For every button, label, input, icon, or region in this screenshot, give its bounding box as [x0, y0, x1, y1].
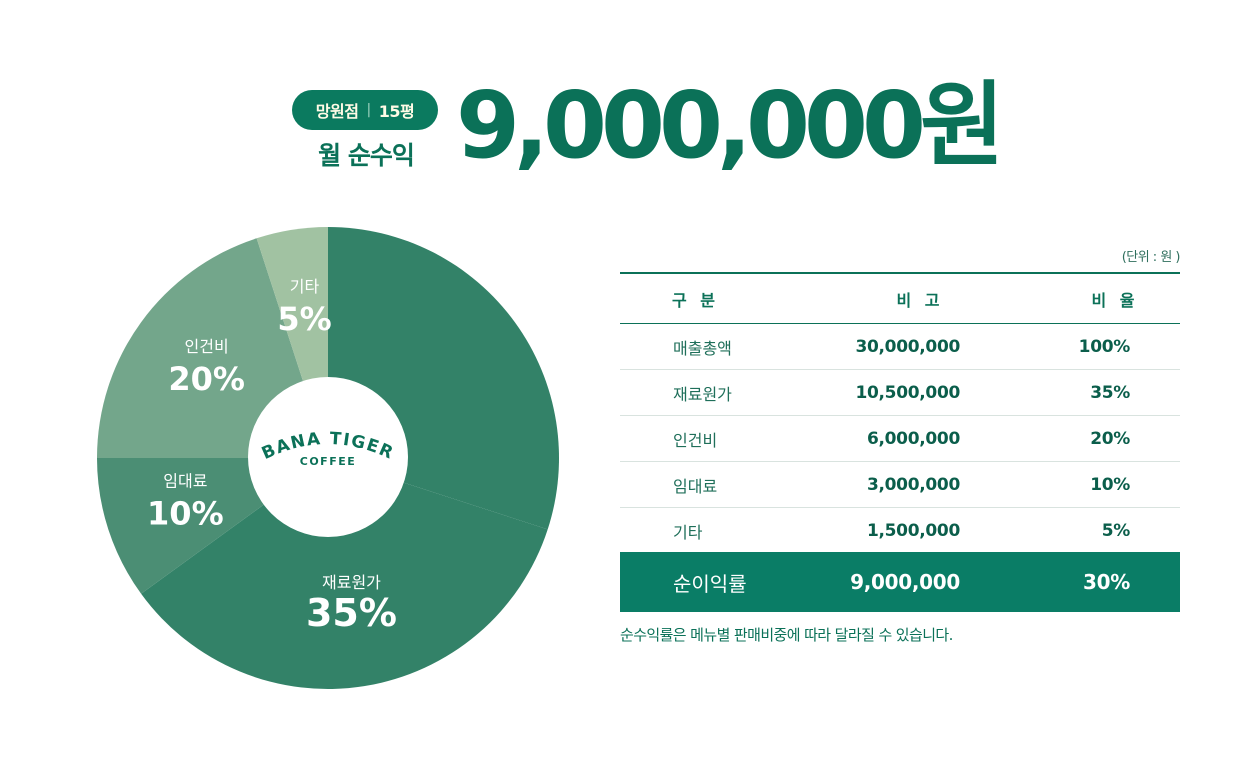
donut-center [248, 377, 408, 537]
row-amount: 30,000,000 [855, 336, 960, 357]
table-row: 재료원가 10,500,000 35% [620, 370, 1180, 416]
slice-label: 재료원가 [322, 573, 381, 592]
header-amount: 비 고 [896, 290, 944, 310]
row-amount: 6,000,000 [866, 428, 960, 449]
row-label: 기타 [673, 522, 703, 542]
table-row: 기타 1,500,000 5% [620, 508, 1180, 553]
slice-value-label: 35% [306, 591, 397, 635]
row-label: 재료원가 [673, 384, 732, 404]
financial-table: 구 분 비 고 비 율 매출총액 30,000,000 100% 재료원가 10… [620, 272, 1180, 553]
slice-value-label: 20% [168, 360, 245, 398]
store-name: 망원점 [315, 102, 359, 121]
row-label: 인건비 [673, 430, 718, 450]
slice-value-label: 10% [147, 494, 224, 532]
row-ratio: 35% [1090, 382, 1130, 403]
table-header-row: 구 분 비 고 비 율 [620, 274, 1180, 324]
slice-label: 기타 [290, 277, 320, 296]
slice-value-label: 5% [277, 300, 331, 338]
brand-logo: BANA TIGER COFFEE [248, 377, 408, 537]
table-row: 임대료 3,000,000 10% [620, 462, 1180, 508]
row-amount: 10,500,000 [855, 382, 960, 403]
net-profit-amount: 9,000,000 [850, 570, 960, 594]
row-label: 매출총액 [673, 338, 732, 358]
net-profit-label: 순이익률 [673, 571, 747, 596]
slice-label: 인건비 [185, 337, 229, 356]
slice-label: 임대료 [163, 471, 207, 490]
row-ratio: 100% [1078, 336, 1131, 357]
store-size: 15평 [378, 102, 415, 121]
row-ratio: 20% [1090, 428, 1130, 449]
store-badge: 망원점 | 15평 [292, 90, 438, 130]
table-row: 인건비 6,000,000 20% [620, 416, 1180, 462]
unit-note: (단위 : 원 ) [1121, 250, 1181, 265]
table-row: 매출총액 30,000,000 100% [620, 324, 1180, 370]
row-ratio: 5% [1101, 520, 1131, 541]
row-label: 임대료 [673, 476, 718, 496]
logo-sub-text: COFFEE [300, 455, 356, 468]
net-profit-row: 순이익률 9,000,000 30% [620, 552, 1180, 612]
header-ratio: 비 율 [1091, 290, 1139, 310]
net-profit-ratio: 30% [1083, 570, 1130, 594]
row-ratio: 10% [1090, 474, 1130, 495]
pie-slice-재료원가 [141, 458, 548, 689]
header-category: 구 분 [672, 290, 720, 310]
monthly-profit-amount: 9,000,000원 [456, 72, 1005, 179]
row-amount: 3,000,000 [866, 474, 960, 495]
row-amount: 1,500,000 [866, 520, 960, 541]
footnote: 순수익률은 메뉴별 판매비중에 따라 달라질 수 있습니다. [620, 626, 953, 644]
monthly-profit-label: 월 순수익 [318, 141, 415, 170]
badge-divider: | [366, 102, 371, 118]
